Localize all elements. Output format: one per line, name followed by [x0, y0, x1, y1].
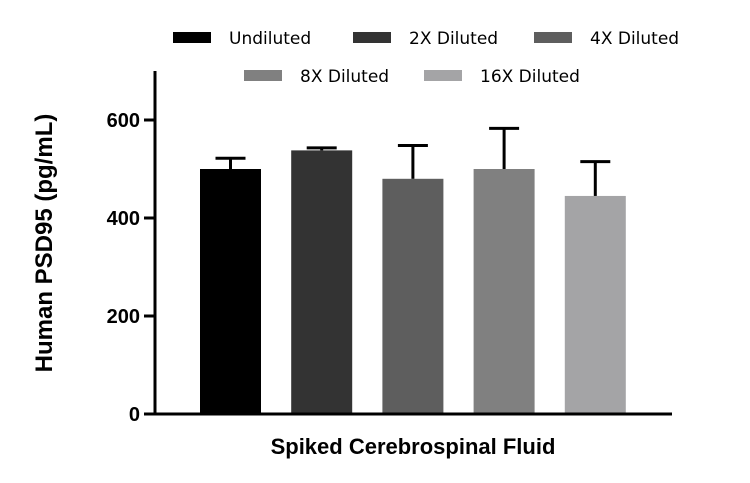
y-tick-label: 600 [107, 110, 140, 132]
bar [291, 150, 353, 414]
legend-swatch [244, 70, 282, 81]
bar [473, 169, 535, 414]
legend-swatch [173, 32, 211, 43]
legend-swatch [353, 32, 391, 43]
x-axis-label: Spiked Cerebrospinal Fluid [271, 434, 556, 459]
bar [564, 195, 626, 414]
legend-swatch [534, 32, 572, 43]
bars-group [200, 126, 626, 414]
y-axis: 0 200 400 600 [107, 71, 157, 426]
y-tick-label: 200 [107, 306, 140, 328]
legend-label: 16X Diluted [480, 67, 580, 87]
y-tick-label: 0 [129, 404, 140, 426]
legend-swatch [424, 70, 462, 81]
legend: Undiluted 2X Diluted 4X Diluted 8X Diluted 1… [173, 29, 679, 87]
y-tick-label: 400 [107, 208, 140, 230]
bar [200, 169, 261, 414]
legend-label: 2X Diluted [409, 29, 498, 49]
legend-label: 4X Diluted [590, 29, 679, 49]
legend-label: 8X Diluted [300, 67, 389, 87]
bar [382, 178, 444, 414]
legend-label: Undiluted [229, 29, 311, 49]
y-axis-label: Human PSD95 (pg/mL) [31, 114, 58, 373]
